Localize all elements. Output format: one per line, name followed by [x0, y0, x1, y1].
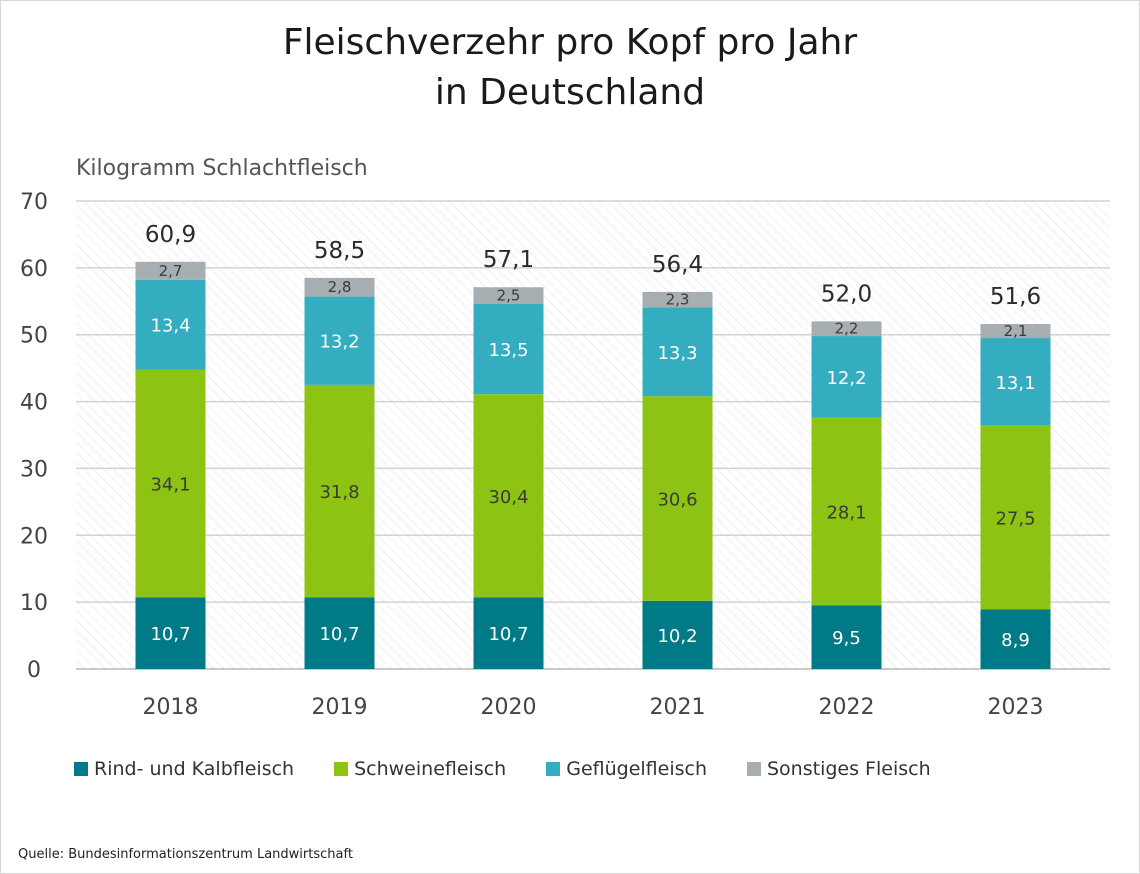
chart-title-line-1: Fleischverzehr pro Kopf pro Jahr: [282, 22, 858, 63]
bar-segment: [811, 605, 882, 669]
bar-total-label: 51,6: [990, 284, 1041, 310]
y-tick-label: 50: [20, 324, 48, 349]
bar-segment: [811, 321, 882, 337]
bar-total-label: 56,4: [652, 252, 703, 278]
bar-total-label: 57,1: [483, 247, 534, 273]
bar-segment-label: 13,2: [319, 332, 359, 353]
legend-swatch-gefluegel: [546, 762, 561, 776]
bar-segment: [304, 597, 375, 669]
legend: Rind- und Kalbfleisch Schweinefleisch Ge…: [74, 756, 971, 782]
bar-segment-label: 30,4: [488, 487, 528, 508]
legend-item-sonstiges: Sonstiges Fleisch: [747, 758, 931, 780]
bar-segment-label: 10,7: [488, 624, 528, 645]
x-tick-label: 2019: [312, 695, 368, 720]
bar-total-label: 58,5: [314, 238, 365, 264]
x-tick-label: 2022: [819, 695, 875, 720]
chart-title-line-2: in Deutschland: [434, 72, 706, 113]
bar-segment-label: 13,4: [150, 316, 190, 337]
bar-segment-label: 9,5: [832, 628, 861, 649]
bar-segment: [811, 417, 882, 606]
legend-item-schwein: Schweinefleisch: [334, 758, 506, 780]
bar-segment: [473, 597, 544, 669]
legend-swatch-sonstiges: [747, 762, 761, 776]
bar-segment-label: 2,7: [159, 262, 183, 280]
bar-segment: [304, 277, 375, 297]
bar-segment: [473, 287, 544, 304]
y-tick-label: 10: [20, 591, 48, 616]
bar-segment: [642, 600, 713, 669]
bar-segment: [135, 369, 206, 598]
bar-segment: [642, 291, 713, 308]
bar-segment-label: 2,3: [666, 291, 690, 309]
bar-segment: [304, 384, 375, 598]
bar-segment: [304, 296, 375, 385]
legend-label-sonstiges: Sonstiges Fleisch: [767, 758, 931, 780]
legend-item-gefluegel: Geflügelfleisch: [546, 758, 707, 780]
bar-segment-label: 10,7: [150, 624, 190, 645]
bar-segment-label: 10,2: [657, 626, 697, 647]
x-tick-label: 2021: [650, 695, 706, 720]
bar-segment-label: 13,3: [657, 343, 697, 364]
bar-segment: [642, 396, 713, 601]
x-tick-label: 2020: [481, 695, 537, 720]
bar-segment-label: 12,2: [826, 368, 866, 389]
legend-swatch-rind: [74, 762, 88, 776]
legend-swatch-schwein: [334, 762, 349, 776]
bar-segment-label: 13,5: [488, 340, 528, 361]
plot-area-background: [76, 201, 1110, 669]
bar-segment-label: 27,5: [995, 509, 1035, 530]
bar-segment: [135, 597, 206, 669]
bar-segment-label: 2,1: [1004, 322, 1028, 340]
legend-label-gefluegel: Geflügelfleisch: [566, 758, 707, 780]
bar-segment: [135, 261, 206, 280]
bar-segment-label: 34,1: [150, 474, 190, 495]
bar-total-label: 60,9: [145, 222, 196, 248]
y-tick-label: 60: [20, 257, 48, 282]
bar-segment-label: 30,6: [657, 490, 697, 511]
bar-segment-label: 8,9: [1001, 630, 1030, 651]
y-tick-label: 30: [20, 457, 48, 482]
x-tick-label: 2018: [143, 695, 199, 720]
bar-segment: [980, 425, 1051, 610]
bar-segment: [135, 279, 206, 370]
bar-segment-label: 31,8: [319, 482, 359, 503]
bar-segment-label: 2,8: [328, 278, 352, 296]
bar-segment: [473, 303, 544, 395]
bar-segment: [642, 307, 713, 397]
bar-segment: [811, 336, 882, 418]
bar-segment-label: 2,2: [835, 320, 859, 338]
bar-segment: [980, 324, 1051, 339]
y-tick-label: 20: [20, 524, 48, 549]
bar-segment-label: 2,5: [497, 287, 521, 305]
bar-segment: [980, 338, 1051, 426]
y-tick-label: 40: [20, 391, 48, 416]
y-tick-label: 70: [20, 190, 48, 215]
bar-segment-label: 13,1: [995, 373, 1035, 394]
legend-label-schwein: Schweinefleisch: [354, 758, 507, 780]
legend-label-rind: Rind- und Kalbfleisch: [94, 758, 295, 780]
bar-segment: [980, 609, 1051, 669]
legend-item-rind: Rind- und Kalbfleisch: [74, 758, 294, 780]
bar-segment-label: 10,7: [319, 624, 359, 645]
bar-segment-label: 28,1: [826, 503, 866, 524]
y-axis-unit-label: Kilogramm Schlachtfleisch: [76, 156, 368, 181]
bar-segment: [473, 394, 544, 598]
source-note: Quelle: Bundesinformationszentrum Landwi…: [18, 847, 353, 862]
bar-total-label: 52,0: [821, 281, 872, 307]
x-tick-label: 2023: [988, 695, 1044, 720]
y-tick-label: 0: [27, 658, 41, 683]
